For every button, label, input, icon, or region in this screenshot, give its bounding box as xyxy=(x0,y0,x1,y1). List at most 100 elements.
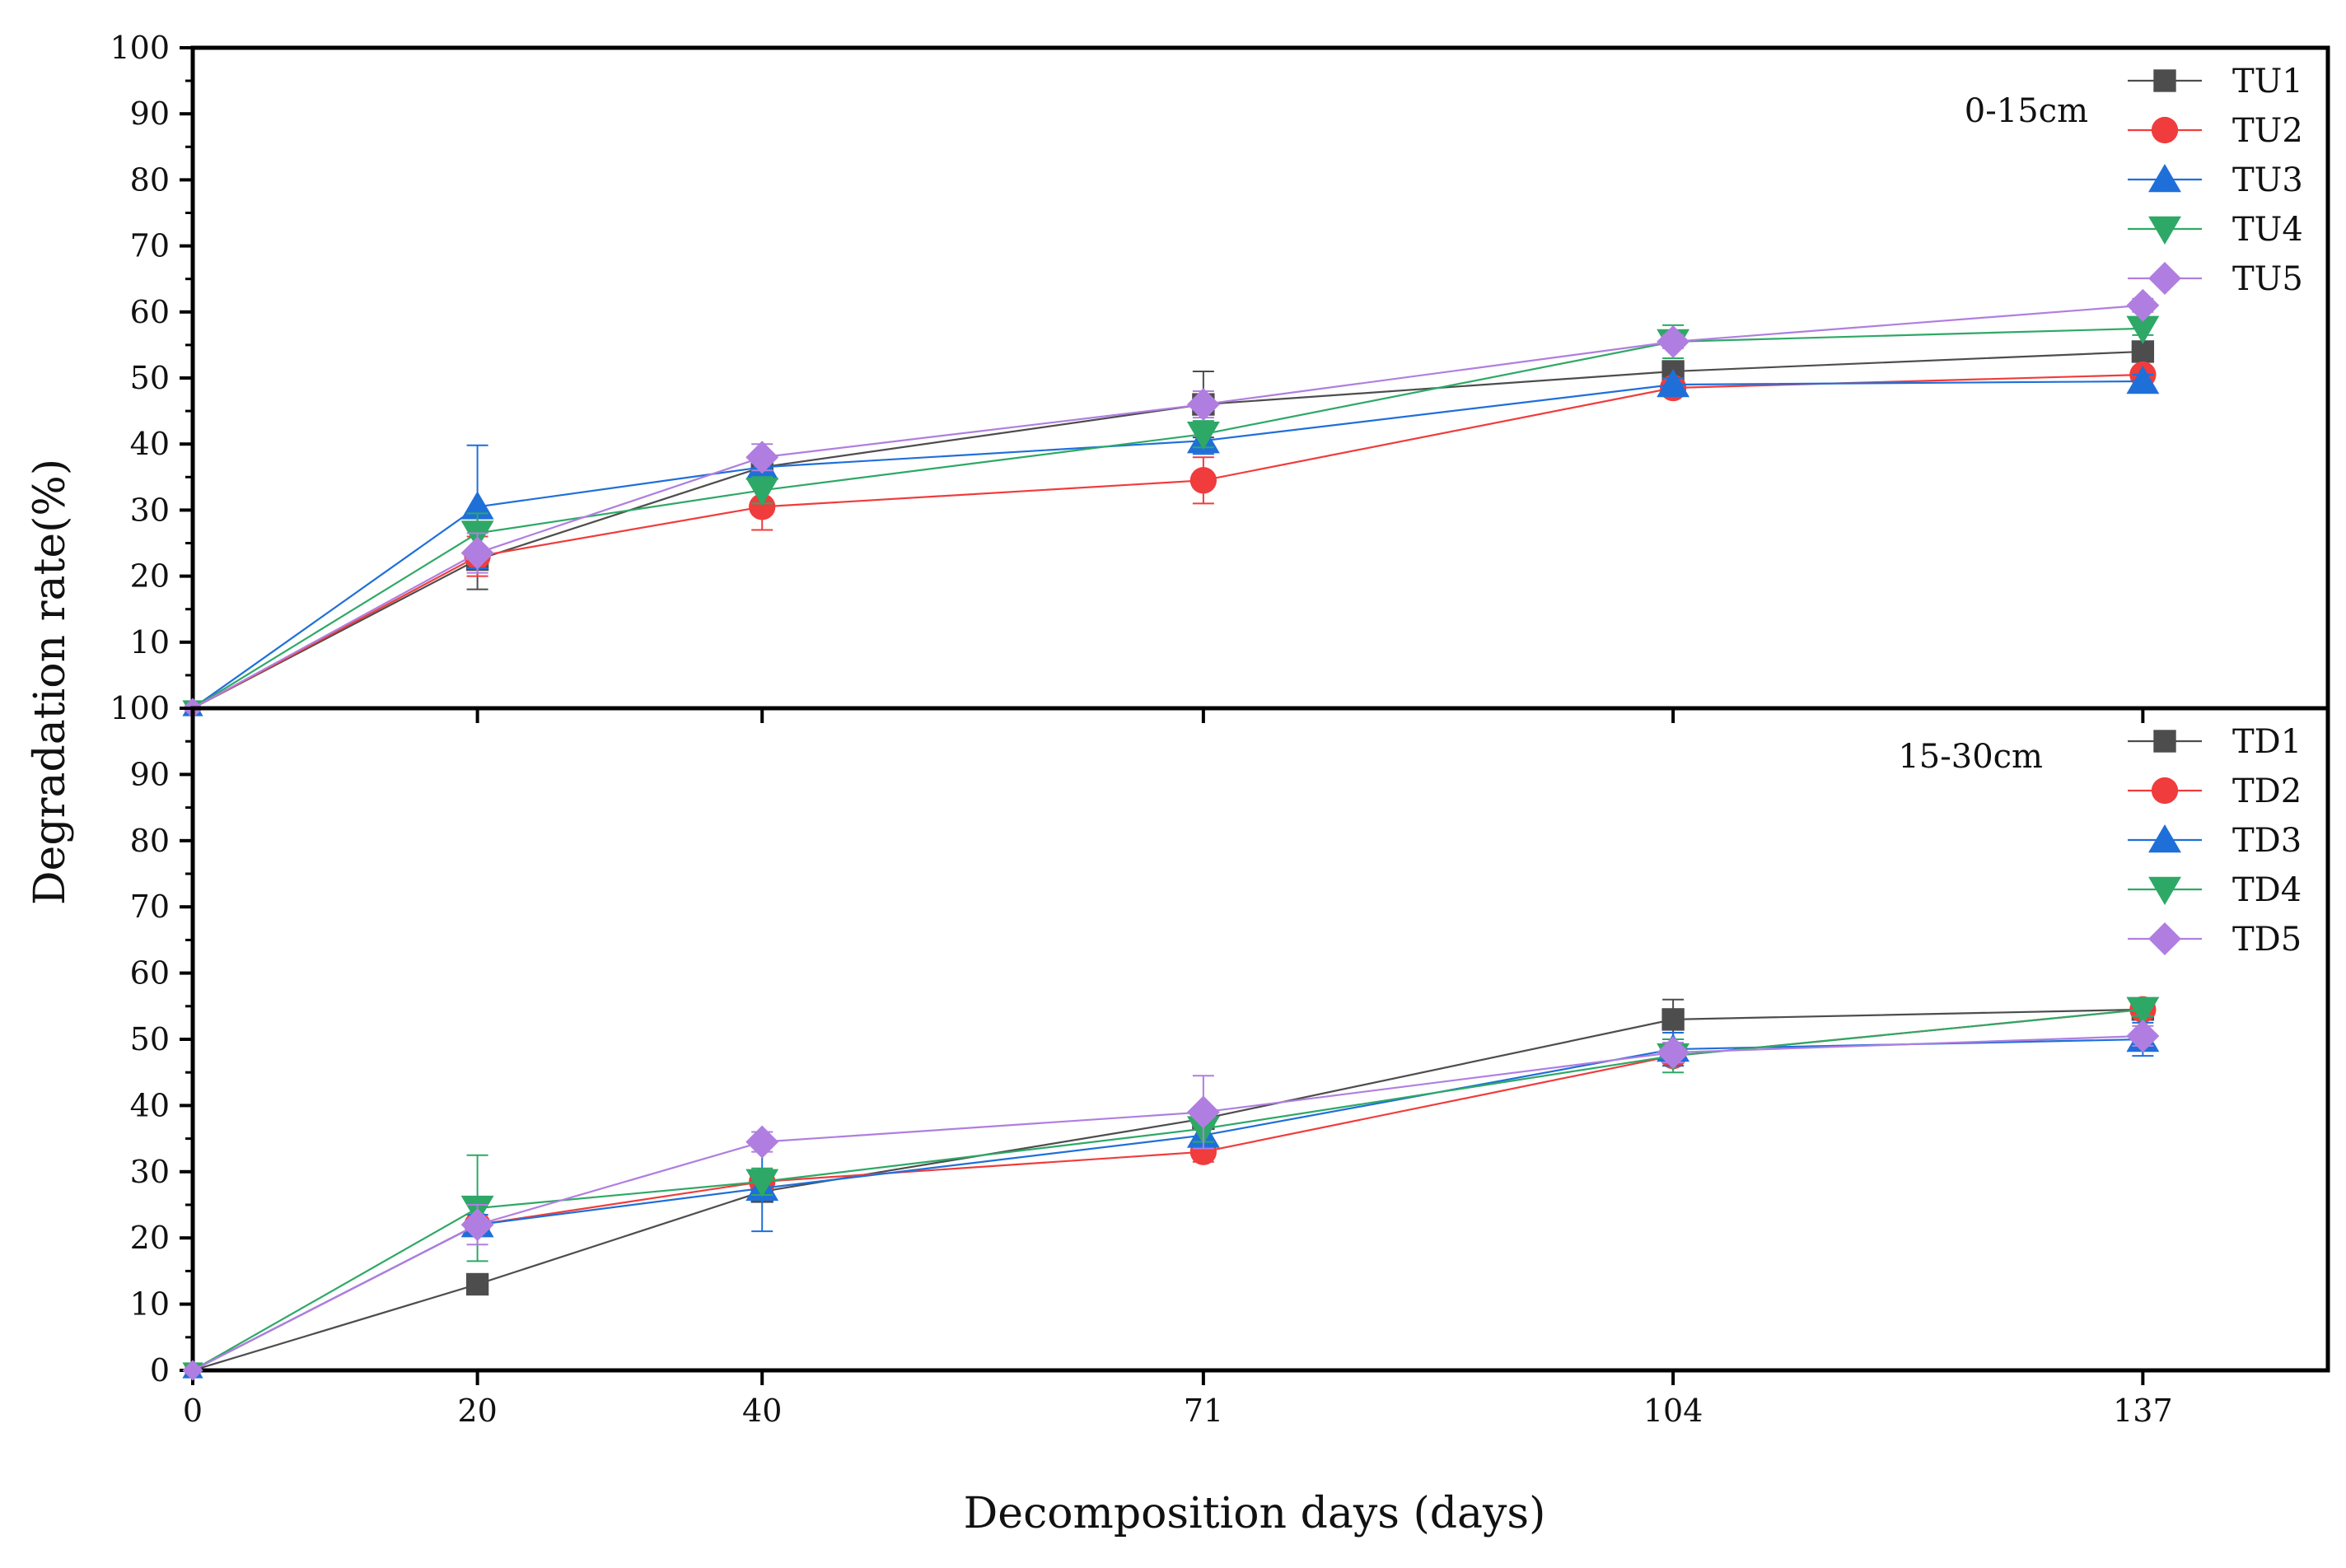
legend-marker xyxy=(2153,69,2176,92)
data-point xyxy=(1657,324,1690,358)
bottom-x-tick-label: 137 xyxy=(2113,1393,2173,1429)
legend-marker xyxy=(2148,876,2181,905)
data-point xyxy=(1186,1095,1220,1129)
top-y-tick-label: 10 xyxy=(130,624,170,660)
legend-label: TD5 xyxy=(2232,921,2302,959)
bottom-y-tick-label: 100 xyxy=(110,690,170,726)
legend-label: TU4 xyxy=(2232,211,2303,249)
series-line xyxy=(192,327,2143,709)
legend-marker xyxy=(2148,164,2181,193)
bottom-y-tick-label: 50 xyxy=(130,1021,170,1057)
bottom-y-tick-label: 10 xyxy=(130,1286,170,1323)
data-point xyxy=(1189,467,1217,494)
bottom-x-tick-label: 71 xyxy=(1184,1393,1223,1429)
series-line xyxy=(192,1034,2143,1371)
bottom-x-tick-label: 20 xyxy=(457,1393,497,1429)
series-line xyxy=(192,373,2143,709)
data-point xyxy=(460,1208,494,1242)
top-y-tick-label: 20 xyxy=(130,558,170,595)
top-y-tick-label: 100 xyxy=(110,30,170,66)
legend-label: TU5 xyxy=(2232,260,2303,298)
legend-marker xyxy=(2148,262,2181,295)
data-point xyxy=(1661,1008,1685,1031)
series-line xyxy=(192,380,2143,709)
top-y-tick-label: 60 xyxy=(130,294,170,330)
legend-marker xyxy=(2151,777,2179,805)
data-point xyxy=(460,536,494,570)
top-y-tick-label: 50 xyxy=(130,360,170,396)
legend-item: TU5 xyxy=(2128,260,2303,298)
data-point xyxy=(465,1272,489,1296)
bottom-series-td5 xyxy=(182,1020,2160,1381)
panel-top: 0 10 20 30 40 50 60 70 80 90 100 0-15cm TU1 TU2 TU3 TU4… xyxy=(110,30,2330,726)
bottom-y-tick-label: 20 xyxy=(130,1220,170,1256)
data-point xyxy=(745,1169,779,1197)
data-point xyxy=(1657,369,1690,398)
data-point xyxy=(749,493,776,520)
series-line xyxy=(192,1008,2143,1371)
data-point xyxy=(2126,366,2160,394)
data-point xyxy=(460,491,494,520)
data-point xyxy=(2126,315,2160,344)
data-point xyxy=(2126,1020,2160,1052)
data-point xyxy=(1186,421,1220,450)
bottom-x-tick-label: 40 xyxy=(742,1393,782,1429)
bottom-x-tick-label: 104 xyxy=(1643,1393,1703,1429)
legend-label: TD2 xyxy=(2232,772,2302,810)
y-axis-title: Degradation rate(%) xyxy=(26,459,75,905)
data-point xyxy=(182,1360,203,1381)
legend-label: TD3 xyxy=(2232,822,2302,860)
bottom-y-tick-label: 30 xyxy=(130,1154,170,1190)
legend-item: TU4 xyxy=(2128,211,2303,249)
bottom-x-tick-label: 0 xyxy=(183,1393,203,1429)
data-point xyxy=(1186,388,1220,422)
legend-item: TD2 xyxy=(2128,772,2302,810)
series-line xyxy=(192,350,2143,709)
legend-marker xyxy=(2153,730,2176,753)
bottom-y-tick-label: 0 xyxy=(150,1352,170,1388)
bottom-legend: TD1 TD2 TD3 TD4 TD5 xyxy=(2128,723,2302,959)
top-y-tick-label: 90 xyxy=(130,96,170,132)
top-y-tick-label: 70 xyxy=(130,228,170,264)
legend-label: TD1 xyxy=(2232,723,2302,761)
top-legend: TU1 TU2 TU3 TU4 TU5 xyxy=(2128,63,2303,298)
bottom-y-tick-label: 70 xyxy=(130,889,170,925)
legend-item: TU2 xyxy=(2128,112,2303,150)
legend-item: TD5 xyxy=(2128,921,2302,959)
bottom-depth-label: 15-30cm xyxy=(1898,738,2043,776)
legend-item: TU3 xyxy=(2128,161,2303,199)
data-point xyxy=(745,1125,779,1159)
bottom-y-tick-label: 90 xyxy=(130,756,170,792)
legend-label: TD4 xyxy=(2232,871,2302,909)
top-y-tick-label: 30 xyxy=(130,492,170,528)
top-depth-label: 0-15cm xyxy=(1965,92,2088,130)
legend-item: TU1 xyxy=(2128,63,2303,100)
top-series-tu5 xyxy=(182,288,2160,719)
data-point xyxy=(2126,996,2160,1025)
legend-marker xyxy=(2148,922,2181,955)
bottom-y-tick-label: 40 xyxy=(130,1087,170,1123)
legend-item: TD1 xyxy=(2128,723,2302,761)
data-point xyxy=(1657,1036,1690,1070)
bottom-y-tick-label: 60 xyxy=(130,955,170,992)
legend-marker xyxy=(2148,216,2181,245)
bottom-y-tick-label: 80 xyxy=(130,823,170,859)
legend-label: TU3 xyxy=(2232,161,2303,199)
top-y-tick-label: 80 xyxy=(130,161,170,198)
x-axis-title: Decomposition days (days) xyxy=(964,1489,1546,1538)
top-y-tick-label: 0 xyxy=(150,690,170,726)
data-point xyxy=(2126,288,2160,322)
data-point xyxy=(745,441,779,474)
data-point xyxy=(745,478,779,506)
legend-item: TD3 xyxy=(2128,822,2302,860)
legend-marker xyxy=(2151,116,2179,144)
legend-item: TD4 xyxy=(2128,871,2302,909)
legend-marker xyxy=(2148,824,2181,853)
legend-label: TU1 xyxy=(2232,63,2303,100)
top-y-tick-label: 40 xyxy=(130,426,170,462)
legend-label: TU2 xyxy=(2232,112,2303,150)
series-line xyxy=(192,304,2143,709)
